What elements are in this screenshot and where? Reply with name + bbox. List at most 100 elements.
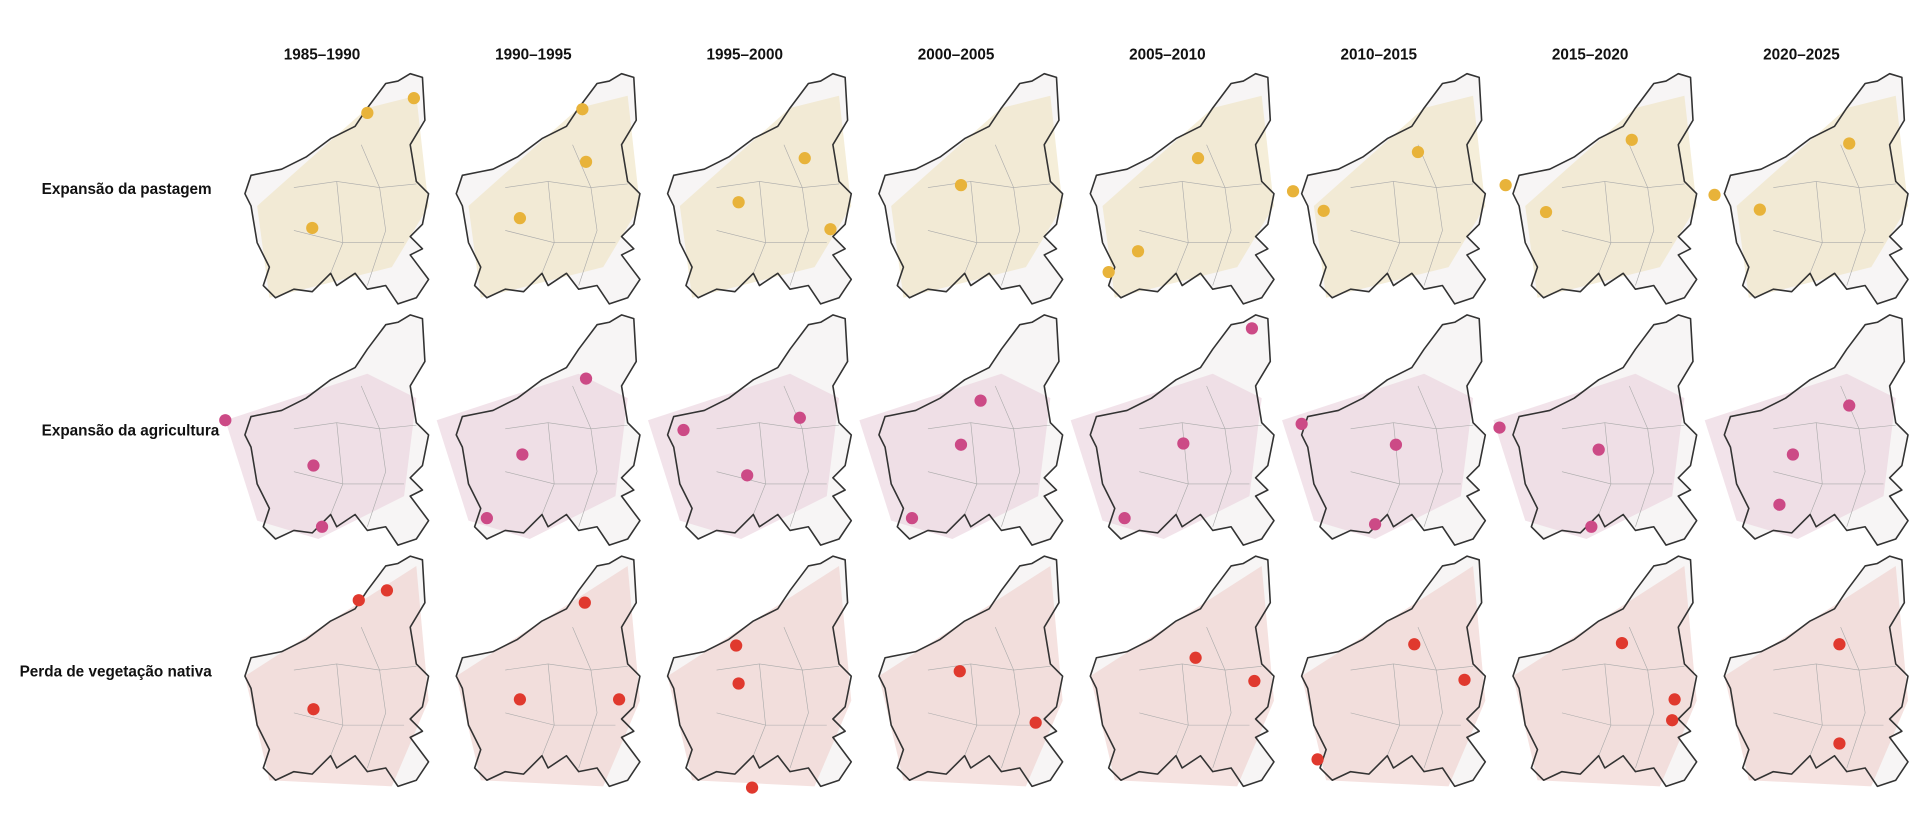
- hull: [1525, 95, 1697, 298]
- location-dot: [1411, 145, 1425, 159]
- location-dot: [732, 196, 745, 209]
- inner-borders: [1561, 627, 1685, 769]
- hull: [225, 373, 417, 539]
- location-dot: [954, 438, 968, 451]
- inner-borders: [1561, 385, 1685, 527]
- hull: [648, 373, 840, 539]
- inner-borders: [1773, 144, 1896, 286]
- hull: [1090, 565, 1274, 787]
- location-dot: [1493, 421, 1506, 434]
- inner-borders: [1139, 385, 1262, 527]
- location-dot: [1786, 448, 1800, 461]
- location-dot: [307, 459, 320, 472]
- location-dot: [953, 665, 966, 678]
- location-dot: [579, 155, 593, 168]
- hull: [1736, 95, 1908, 298]
- hull: [468, 95, 640, 298]
- location-dot: [1102, 265, 1115, 279]
- inner-borders: [1139, 144, 1262, 286]
- hull: [878, 565, 1063, 787]
- map-cell: [1282, 314, 1487, 546]
- column-header: 2020–2025: [1763, 46, 1840, 63]
- location-dot: [306, 221, 319, 235]
- location-dot: [798, 152, 811, 165]
- location-dot: [1131, 245, 1145, 258]
- row-label: Expansão da pastagem: [42, 181, 212, 198]
- map-cell: [1704, 314, 1909, 546]
- location-dot: [1833, 638, 1846, 651]
- inner-borders: [1350, 385, 1474, 527]
- inner-borders: [1773, 385, 1896, 527]
- row-label: Expansão da agricultura: [42, 422, 220, 439]
- map-cell: [666, 555, 853, 794]
- hull: [436, 373, 628, 539]
- column-header: 2005–2010: [1129, 46, 1206, 63]
- location-dot: [219, 414, 232, 427]
- location-dot: [315, 520, 329, 533]
- hull: [859, 373, 1051, 539]
- location-dot: [1615, 636, 1629, 650]
- location-dot: [954, 179, 968, 192]
- location-dot: [307, 703, 320, 716]
- location-dot: [1029, 716, 1042, 729]
- location-dot: [579, 372, 593, 385]
- location-dot: [380, 584, 394, 597]
- location-dot: [1666, 714, 1679, 727]
- hull: [257, 95, 429, 298]
- location-dot: [1295, 417, 1308, 431]
- location-dot: [1408, 638, 1421, 651]
- column-header: 1990–1995: [495, 46, 572, 63]
- hull: [679, 95, 852, 298]
- hull: [456, 565, 640, 787]
- hull: [1313, 95, 1486, 298]
- inner-borders: [1350, 627, 1474, 769]
- location-dot: [407, 92, 420, 105]
- column-header: 1995–2000: [706, 46, 783, 63]
- location-dot: [730, 639, 743, 652]
- hull: [244, 565, 429, 787]
- location-dot: [612, 693, 626, 706]
- map-cell: [878, 72, 1064, 305]
- location-dot: [905, 512, 919, 525]
- hull: [891, 95, 1063, 298]
- location-dot: [513, 212, 527, 225]
- inner-borders: [1350, 144, 1474, 286]
- inner-borders: [505, 385, 628, 527]
- location-dot: [513, 693, 527, 706]
- location-dot: [578, 596, 591, 609]
- map-cell: [859, 314, 1064, 546]
- map-cell: [244, 555, 430, 788]
- map-cell: [455, 72, 641, 305]
- location-dot: [352, 594, 365, 607]
- map-cell: [1512, 555, 1698, 788]
- location-dot: [1625, 133, 1638, 146]
- hull: [1493, 373, 1685, 539]
- map-cell: [1070, 314, 1275, 546]
- location-dot: [1668, 693, 1681, 706]
- hull: [1512, 565, 1697, 787]
- hull: [1282, 373, 1474, 539]
- hull: [1704, 373, 1896, 539]
- column-header: 1985–1990: [284, 46, 361, 63]
- location-dot: [1458, 673, 1471, 686]
- location-dot: [1843, 399, 1856, 412]
- location-dot: [824, 223, 837, 236]
- location-dot: [1317, 204, 1330, 217]
- location-dot: [1539, 205, 1553, 219]
- inner-borders: [505, 627, 628, 769]
- location-dot: [1177, 437, 1190, 450]
- location-dot: [1592, 443, 1605, 456]
- inner-borders: [293, 385, 417, 527]
- column-header: 2000–2005: [918, 46, 995, 63]
- location-dot: [741, 469, 754, 482]
- column-header: 2015–2020: [1552, 46, 1629, 63]
- location-dot: [1311, 753, 1324, 766]
- hull: [667, 565, 852, 787]
- hull: [1301, 565, 1486, 787]
- location-dot: [480, 512, 493, 525]
- inner-borders: [1561, 144, 1685, 286]
- inner-borders: [927, 385, 1051, 527]
- location-dot: [1368, 518, 1382, 531]
- inner-borders: [505, 144, 628, 286]
- map-cell: [1493, 314, 1698, 546]
